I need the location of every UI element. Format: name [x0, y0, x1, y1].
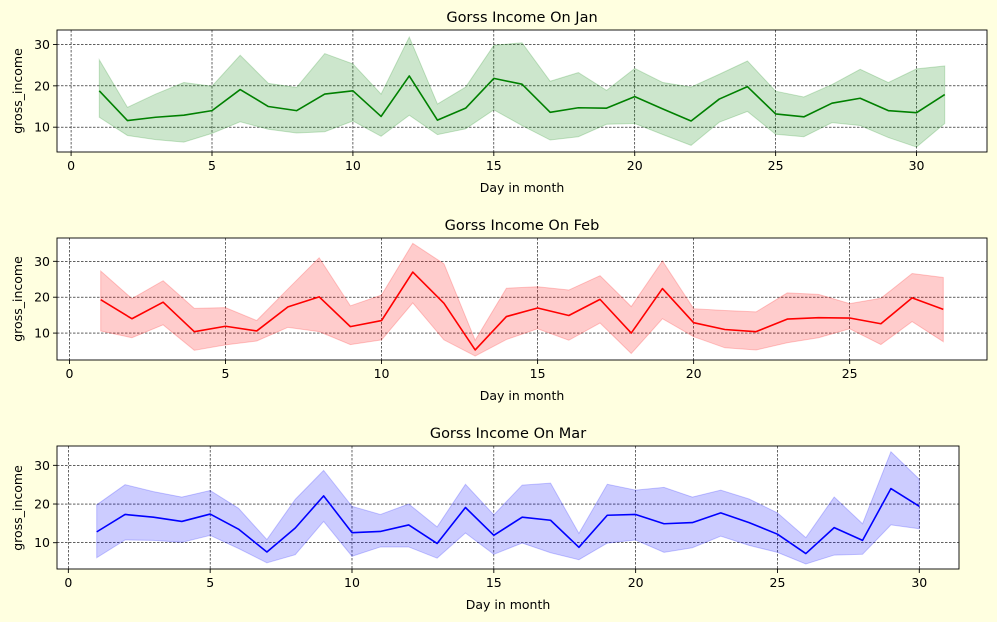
x-tick-label: 0: [67, 158, 75, 173]
confidence-band: [96, 450, 920, 565]
axes-frame: [56, 237, 988, 361]
axes-background: [57, 238, 987, 360]
axes-frame: [56, 445, 960, 570]
confidence-band: [98, 35, 946, 148]
chart-title: Gorss Income On Feb: [445, 218, 600, 234]
x-tick-label: 15: [486, 158, 502, 173]
x-tick-label: 20: [628, 575, 644, 590]
x-tick-label: 25: [842, 366, 858, 381]
plot-area: 0 5 10 15 20 25 30 10 20 30: [34, 29, 988, 173]
subplot-mar: Gorss Income On Mar 0 5 10 15 20 25 30 10 20 30 D…: [10, 426, 960, 612]
y-tick-label: 30: [34, 37, 50, 52]
x-tick-label: 5: [206, 575, 214, 590]
y-axis-label: gross_income: [10, 256, 25, 342]
axes-background: [57, 446, 959, 569]
axes-frame: [56, 29, 988, 153]
series-line: [98, 75, 946, 122]
x-tick-label: 30: [909, 158, 925, 173]
chart-title: Gorss Income On Mar: [430, 426, 586, 442]
y-tick-label: 10: [34, 326, 50, 341]
y-tick-label: 10: [34, 535, 50, 550]
x-tick-label: 25: [768, 158, 784, 173]
x-tick-label: 5: [222, 366, 230, 381]
y-tick-label: 10: [34, 120, 50, 135]
x-tick-label: 10: [344, 575, 360, 590]
x-axis-label: Day in month: [480, 180, 565, 195]
x-tick-label: 10: [374, 366, 390, 381]
y-tick-label: 20: [34, 497, 50, 512]
y-tick-label: 30: [34, 254, 50, 269]
y-axis-label: gross_income: [10, 465, 25, 551]
x-tick-label: 20: [627, 158, 643, 173]
x-tick-label: 25: [770, 575, 786, 590]
x-tick-label: 10: [345, 158, 361, 173]
plot-area: 0 5 10 15 20 25 30 10 20 30: [34, 445, 960, 590]
x-axis-label: Day in month: [480, 388, 565, 403]
x-tick-label: 5: [208, 158, 216, 173]
chart-title: Gorss Income On Jan: [446, 10, 597, 26]
series-line: [100, 271, 944, 351]
x-axis-label: Day in month: [466, 597, 551, 612]
subplot-jan: Gorss Income On Jan 0 5 10 15 20 25 30 10 20 30 D…: [10, 10, 988, 195]
subplot-feb: Gorss Income On Feb 0 5 10 15 20 25 10 20 30 Day…: [10, 218, 988, 403]
plot-area: 0 5 10 15 20 25 10 20 30: [34, 237, 988, 381]
x-tick-label: 15: [530, 366, 546, 381]
x-tick-label: 0: [64, 575, 72, 590]
y-tick-label: 20: [34, 78, 50, 93]
x-tick-label: 30: [911, 575, 927, 590]
x-tick-label: 20: [686, 366, 702, 381]
y-tick-label: 20: [34, 290, 50, 305]
y-axis-label: gross_income: [10, 48, 25, 134]
y-tick-label: 30: [34, 458, 50, 473]
x-tick-label: 0: [66, 366, 74, 381]
series-line: [96, 487, 920, 555]
confidence-band: [100, 242, 944, 357]
x-tick-label: 15: [486, 575, 502, 590]
